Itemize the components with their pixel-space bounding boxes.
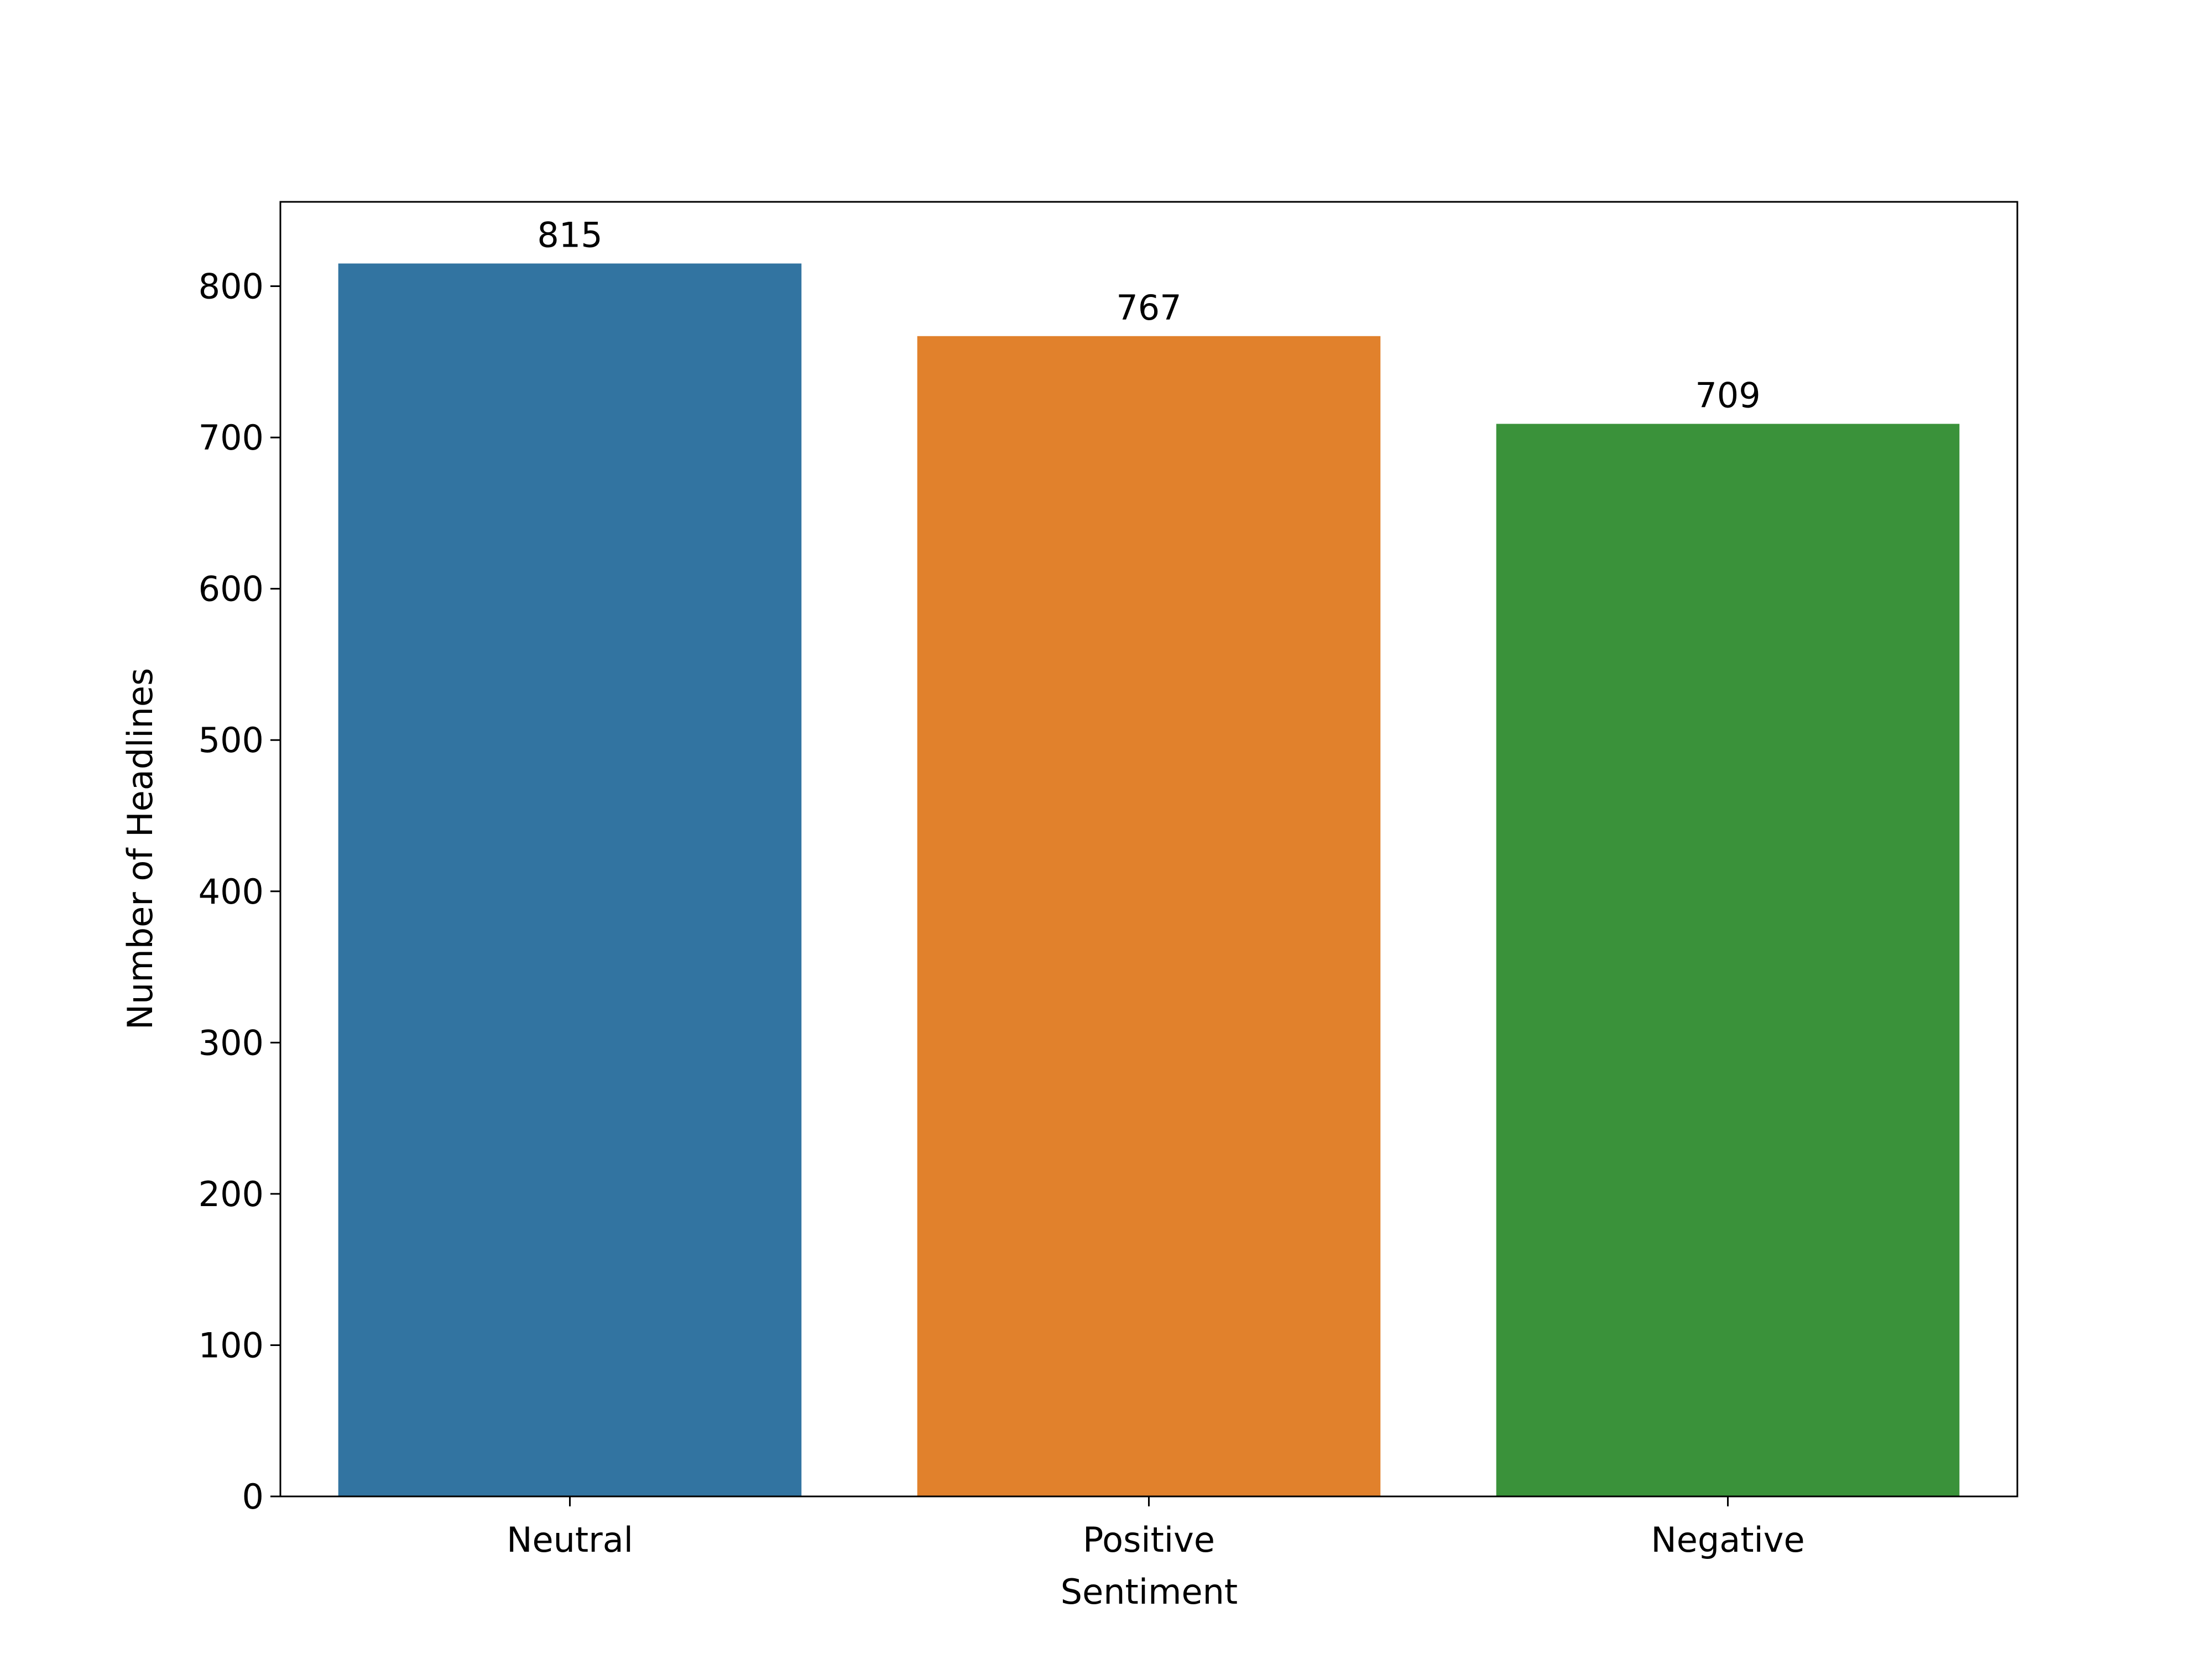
value-label: 709 bbox=[1695, 375, 1760, 415]
y-tick-label: 700 bbox=[199, 418, 264, 458]
y-tick-label: 800 bbox=[199, 267, 264, 307]
y-tick-label: 0 bbox=[242, 1477, 264, 1517]
y-tick-label: 200 bbox=[199, 1174, 264, 1214]
x-tick-label: Positive bbox=[1083, 1520, 1215, 1560]
x-axis-label: Sentiment bbox=[1061, 1572, 1238, 1612]
y-tick-label: 400 bbox=[199, 872, 264, 912]
axes-frame bbox=[279, 201, 2018, 1498]
bar bbox=[338, 263, 802, 1497]
value-label: 767 bbox=[1116, 288, 1181, 328]
x-tick-label: Neutral bbox=[507, 1520, 633, 1560]
y-tick-label: 600 bbox=[199, 569, 264, 609]
value-label: 815 bbox=[537, 215, 602, 255]
bar bbox=[917, 336, 1381, 1496]
x-tick-label: Negative bbox=[1651, 1520, 1804, 1560]
bar bbox=[1496, 424, 1960, 1496]
y-tick-label: 300 bbox=[199, 1022, 264, 1063]
y-tick-label: 500 bbox=[199, 720, 264, 760]
y-axis-label: Number of Headlines bbox=[120, 668, 160, 1030]
y-tick-label: 100 bbox=[199, 1325, 264, 1365]
